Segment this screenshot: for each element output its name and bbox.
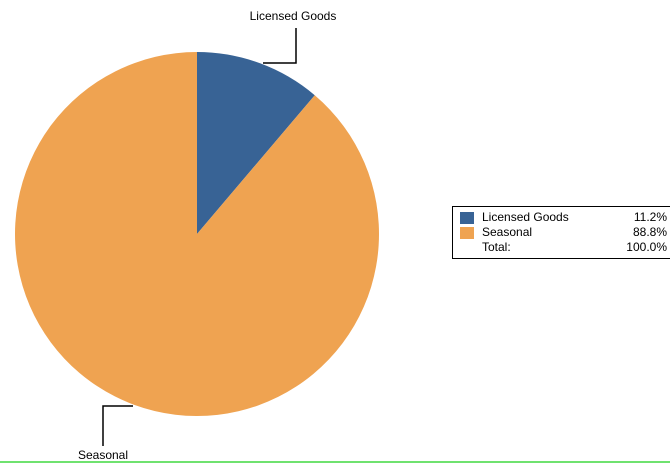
legend-row-seasonal: Seasonal 88.8% [460,225,667,240]
callout-line-licensed-goods [263,28,297,64]
pie-slices [14,52,380,417]
legend-swatch-seasonal [460,226,474,239]
legend-percent: 88.8% [632,225,667,239]
pie-slice-licensed-goods [197,52,315,234]
callout-label-seasonal: Seasonal [78,448,128,462]
legend-label: Licensed Goods [482,210,569,224]
legend-total-value: 100.0% [626,240,667,254]
callout-line-seasonal [102,405,133,446]
legend-swatch-licensed-goods [460,211,474,224]
slice-callouts: Licensed Goods Seasonal [78,9,336,462]
legend-label: Seasonal [482,225,533,239]
callout-label-licensed-goods: Licensed Goods [250,9,337,23]
legend-total-label: Total: [482,240,511,254]
legend-swatch-spacer [460,242,474,254]
legend-row-licensed-goods: Licensed Goods 11.2% [460,210,667,225]
pie-slice-seasonal [14,52,380,417]
bottom-divider-line [0,461,670,463]
legend-percent: 11.2% [633,210,667,224]
legend-row-total: Total: 100.0% [460,240,667,255]
chart-legend: Licensed Goods 11.2% Seasonal 88.8% Tota… [452,206,670,259]
